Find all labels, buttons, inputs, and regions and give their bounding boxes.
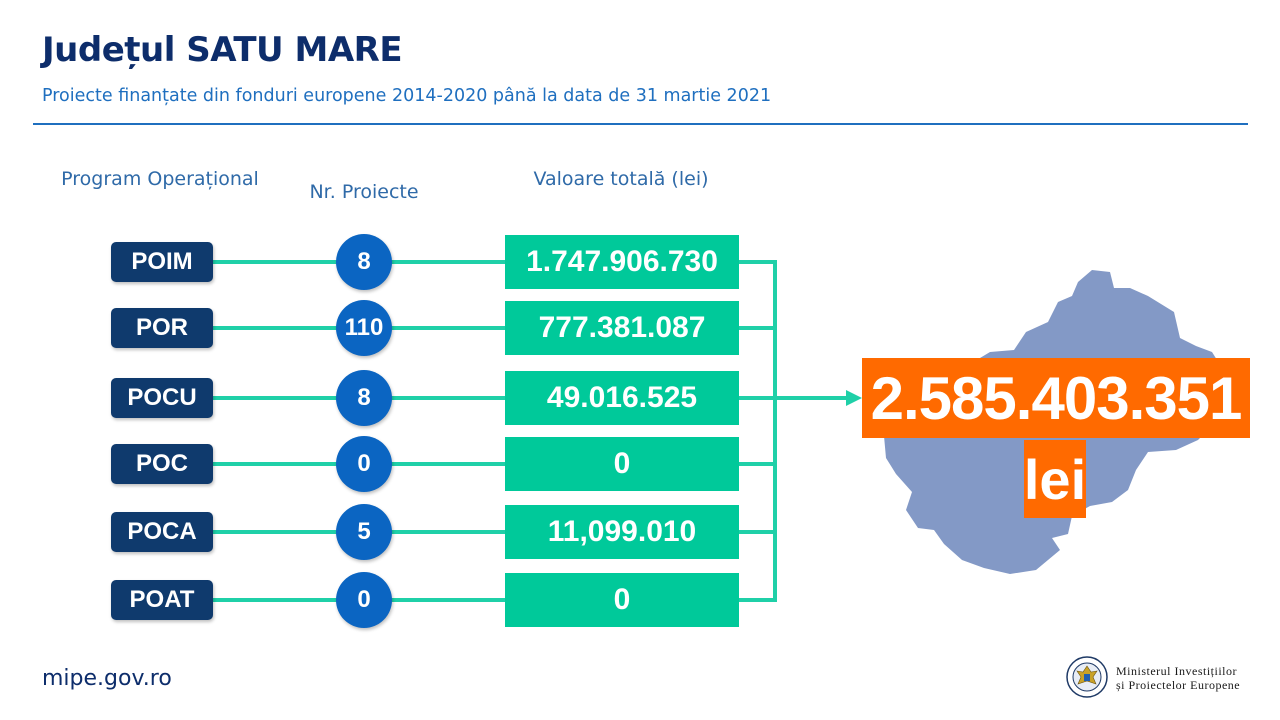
header-divider: [33, 123, 1248, 125]
value-box-poca: 11,099.010: [505, 505, 739, 559]
count-circle-pocu: 8: [336, 370, 392, 426]
column-header-count: Nr. Proiecte: [309, 181, 419, 203]
program-box-por: POR: [111, 308, 213, 348]
value-box-poat: 0: [505, 573, 739, 627]
program-box-poat: POAT: [111, 580, 213, 620]
value-box-por: 777.381.087: [505, 301, 739, 355]
total-value: 2.585.403.351: [862, 358, 1250, 438]
government-seal-icon: [1066, 656, 1108, 698]
website-link[interactable]: mipe.gov.ro: [42, 666, 172, 691]
ministry-name-line1: Ministerul Investițiilor: [1116, 664, 1237, 678]
bracket-top: [739, 260, 777, 602]
value-box-pocu: 49.016.525: [505, 371, 739, 425]
column-header-value: Valoare totală (lei): [533, 168, 709, 190]
page-title: Județul SATU MARE: [42, 30, 403, 70]
value-box-poim: 1.747.906.730: [505, 235, 739, 289]
value-box-poc: 0: [505, 437, 739, 491]
total-unit: lei: [1024, 440, 1086, 518]
count-circle-poca: 5: [336, 504, 392, 560]
program-box-poca: POCA: [111, 512, 213, 552]
count-circle-poc: 0: [336, 436, 392, 492]
page-subtitle: Proiecte finanțate din fonduri europene …: [42, 86, 772, 106]
ministry-name-line2: și Proiectelor Europene: [1116, 678, 1241, 692]
ministry-name: Ministerul Investițiilor și Proiectelor …: [1116, 664, 1240, 692]
program-box-poim: POIM: [111, 242, 213, 282]
program-box-poc: POC: [111, 444, 213, 484]
column-header-program: Program Operațional: [61, 168, 259, 190]
count-circle-poim: 8: [336, 234, 392, 290]
program-box-pocu: POCU: [111, 378, 213, 418]
count-circle-por: 110: [336, 300, 392, 356]
arrow-head-icon: [846, 390, 862, 406]
count-circle-poat: 0: [336, 572, 392, 628]
